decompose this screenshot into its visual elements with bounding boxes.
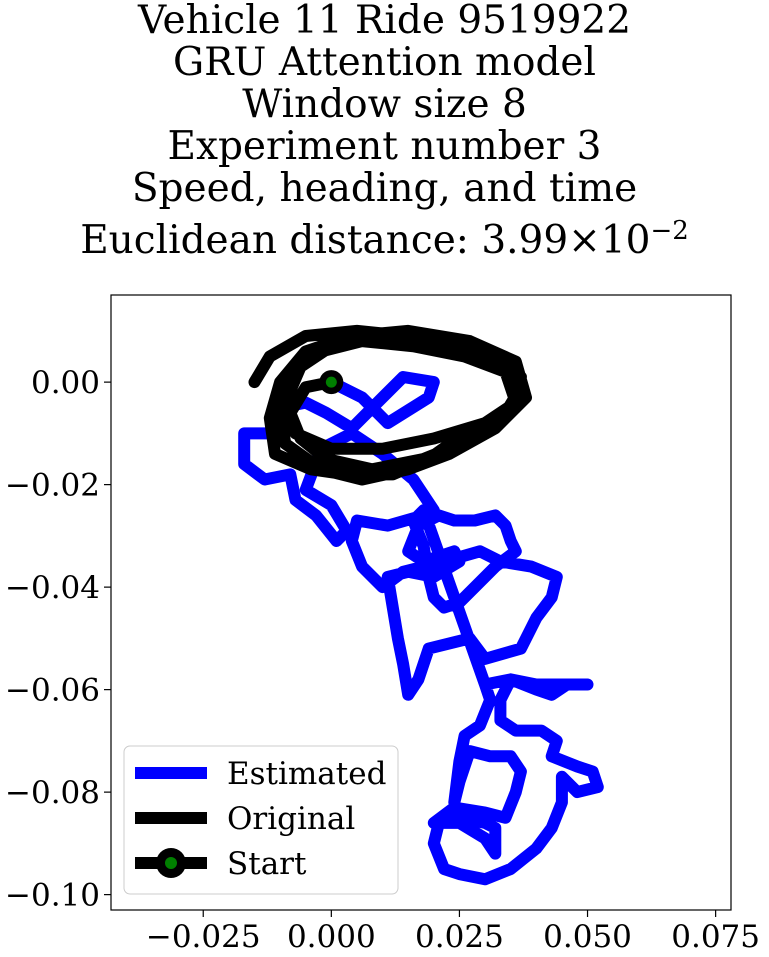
y-tick-label: −0.02 bbox=[5, 468, 100, 504]
axis-layer: −0.025 0.000 0.025 0.050 0.075 0.00 −0.02 −0.04… bbox=[5, 294, 760, 955]
title-line-6-exponent: −2 bbox=[650, 216, 689, 246]
legend-label-estimated: Estimated bbox=[227, 756, 386, 792]
y-tick-label: −0.04 bbox=[5, 570, 100, 606]
series-line-original bbox=[248, 324, 532, 486]
y-tick-label: −0.06 bbox=[5, 673, 100, 709]
title-line-1: Vehicle 11 Ride 9519922 bbox=[137, 0, 632, 43]
x-tick-label: 0.025 bbox=[415, 919, 504, 955]
plot-layer bbox=[238, 324, 604, 886]
legend: Estimated Original Start bbox=[123, 745, 399, 895]
x-tick-label: 0.050 bbox=[543, 919, 632, 955]
x-tick-label: 0.075 bbox=[671, 919, 760, 955]
title-line-2: GRU Attention model bbox=[173, 40, 596, 85]
legend-label-start: Start bbox=[227, 846, 307, 882]
title-line-6: Euclidean distance: 3.99×10−2 bbox=[0, 210, 769, 262]
y-tick-label: −0.10 bbox=[5, 878, 100, 914]
y-tick-label: 0.00 bbox=[31, 365, 100, 401]
title-line-4: Experiment number 3 bbox=[167, 124, 602, 169]
start-marker-point bbox=[325, 376, 337, 388]
title-line-5: Speed, heading, and time bbox=[131, 166, 638, 211]
legend-label-original: Original bbox=[227, 801, 355, 837]
series-line-estimated bbox=[238, 371, 604, 886]
x-tick-label: −0.025 bbox=[146, 919, 261, 955]
legend-start-marker-point bbox=[165, 857, 177, 869]
title-line-3: Window size 8 bbox=[242, 82, 527, 127]
title-line-6-prefix: Euclidean distance: 3.99×10 bbox=[80, 218, 651, 263]
plot-frame bbox=[110, 294, 732, 911]
y-tick-label: −0.08 bbox=[5, 775, 100, 811]
x-tick-label: 0.000 bbox=[287, 919, 376, 955]
chart-title: Vehicle 11 Ride 9519922 GRU Attention mo… bbox=[0, 0, 769, 262]
